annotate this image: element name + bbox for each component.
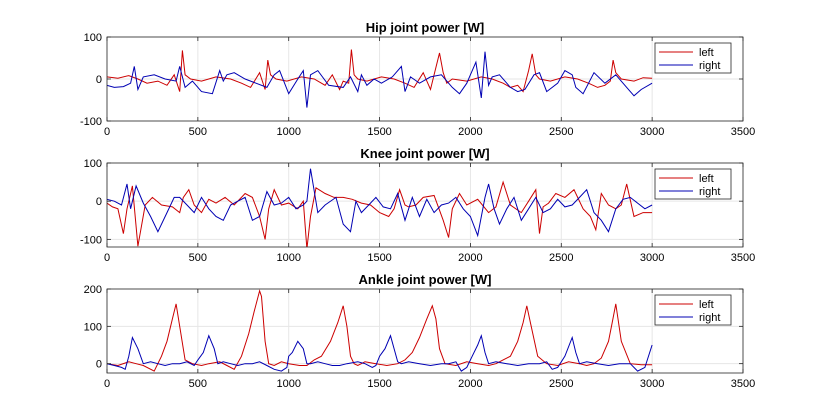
x-tick-label: 0 bbox=[104, 126, 110, 138]
legend-label-left: left bbox=[699, 47, 714, 59]
x-tick-label: 1500 bbox=[367, 252, 391, 264]
x-tick-label: 3500 bbox=[731, 252, 755, 264]
legend-box bbox=[654, 294, 732, 326]
x-tick-label: 0 bbox=[104, 378, 110, 390]
legend-label-left: left bbox=[699, 173, 714, 185]
x-tick-label: 2000 bbox=[458, 378, 482, 390]
x-tick-label: 2000 bbox=[458, 126, 482, 138]
y-tick-label: -100 bbox=[80, 116, 102, 128]
x-tick-label: 1000 bbox=[276, 252, 300, 264]
x-tick-label: 2000 bbox=[458, 252, 482, 264]
axes-box bbox=[106, 162, 744, 248]
y-tick-label: 100 bbox=[84, 321, 102, 333]
plot-area bbox=[107, 163, 743, 247]
y-tick-label: 0 bbox=[96, 359, 102, 371]
y-tick-label: 100 bbox=[84, 32, 102, 44]
x-tick-label: 1000 bbox=[276, 378, 300, 390]
x-tick-label: 2500 bbox=[549, 126, 573, 138]
x-tick-label: 3000 bbox=[640, 252, 664, 264]
subplot-title: Ankle joint power [W] bbox=[359, 272, 492, 287]
y-tick-label: 0 bbox=[96, 196, 102, 208]
axes-box bbox=[106, 288, 744, 374]
subplot-2: 0 500 1000 1500 2000 2500 3000 3500-1000100Knee… bbox=[80, 146, 755, 264]
x-tick-label: 500 bbox=[189, 126, 207, 138]
y-tick-label: 200 bbox=[84, 284, 102, 296]
legend-label-right: right bbox=[699, 186, 720, 198]
x-tick-label: 2500 bbox=[549, 378, 573, 390]
x-tick-label: 3000 bbox=[640, 126, 664, 138]
legend-box bbox=[654, 168, 732, 200]
legend-label-right: right bbox=[699, 312, 720, 324]
y-tick-label: 100 bbox=[84, 158, 102, 170]
subplot-1: 0 500 1000 1500 2000 2500 3000 3500-1000100Hip … bbox=[80, 20, 755, 138]
subplot-title: Hip joint power [W] bbox=[366, 20, 484, 35]
legend-label-left: left bbox=[699, 299, 714, 311]
y-tick-label: -100 bbox=[80, 234, 102, 246]
x-tick-label: 500 bbox=[189, 378, 207, 390]
y-tick-label: 0 bbox=[96, 74, 102, 86]
series-line-left bbox=[107, 180, 653, 247]
x-tick-label: 3000 bbox=[640, 378, 664, 390]
plot-area bbox=[107, 289, 743, 373]
series-line-right bbox=[107, 168, 653, 238]
x-tick-label: 0 bbox=[104, 252, 110, 264]
x-tick-label: 1500 bbox=[367, 378, 391, 390]
x-tick-label: 2500 bbox=[549, 252, 573, 264]
x-tick-label: 3500 bbox=[731, 126, 755, 138]
x-tick-label: 3500 bbox=[731, 378, 755, 390]
x-tick-label: 500 bbox=[189, 252, 207, 264]
subplot-3: 0 500 1000 1500 2000 2500 3000 3500 0 100 200 Ankle… bbox=[84, 272, 756, 390]
legend-label-right: right bbox=[699, 60, 720, 72]
subplot-title: Knee joint power [W] bbox=[360, 146, 489, 161]
series-line-left bbox=[107, 289, 653, 372]
legend-box bbox=[654, 42, 732, 74]
series-line-right bbox=[107, 51, 653, 108]
x-tick-label: 1000 bbox=[276, 126, 300, 138]
series-line-right bbox=[107, 333, 653, 372]
x-tick-label: 1500 bbox=[367, 126, 391, 138]
